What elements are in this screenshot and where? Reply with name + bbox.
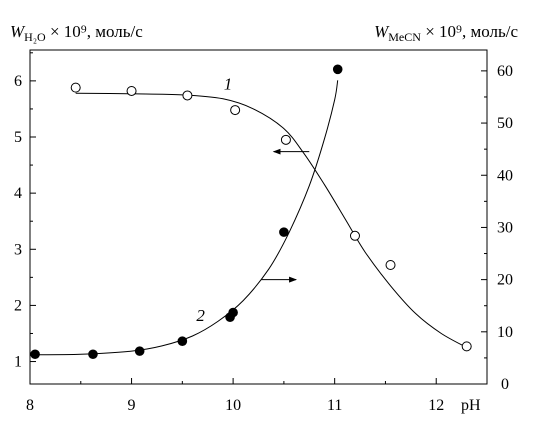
curve-label-2: 2: [196, 306, 205, 325]
right-y-tick-label: 10: [497, 324, 513, 341]
right-y-tick-label: 50: [497, 115, 513, 132]
series-1-point: [70, 82, 81, 93]
left-axis-title-main: W: [10, 22, 26, 41]
left-axis-title-rest: × 10⁹, моль/с: [46, 22, 144, 41]
series-1-point: [461, 341, 472, 352]
right-axis-title-main: W: [374, 22, 390, 41]
series-1-point: [230, 105, 241, 116]
right-axis-title-rest: × 10⁹, моль/с: [421, 22, 519, 41]
series-1-point: [280, 134, 291, 145]
x-tick-label: 10: [225, 397, 241, 414]
right-axis-title: WMeCN × 10⁹, моль/с: [374, 22, 518, 44]
left-axis-title-sub: H₂O: [24, 30, 46, 44]
right-y-tick-label: 60: [497, 63, 513, 80]
right-y-tick-label: 40: [497, 167, 513, 184]
left-y-tick-label: 4: [14, 185, 22, 202]
right-axis-title-sub: MeCN: [388, 30, 421, 44]
left-y-tick-label: 6: [14, 73, 22, 90]
series-2-point: [177, 336, 188, 347]
series-1-curve: [75, 92, 467, 348]
x-tick-label: 8: [26, 397, 34, 414]
right-y-tick-label: 30: [497, 219, 513, 236]
curve-label-1: 1: [224, 74, 233, 93]
left-y-tick-label: 3: [14, 241, 22, 258]
right-y-tick-label: 0: [501, 376, 509, 393]
series-2-point: [30, 349, 40, 360]
plot-frame: [29, 49, 488, 385]
left-y-tick-label: 2: [14, 297, 22, 314]
series-2-point: [332, 64, 343, 75]
series-2-curve: [29, 80, 339, 356]
series-2-point: [134, 346, 145, 356]
series-2-point: [279, 227, 289, 237]
x-tick-label: 11: [327, 397, 342, 414]
right-y-tick-label: 20: [497, 272, 513, 289]
series-1-point: [182, 90, 193, 101]
left-axis-title: WH₂O × 10⁹, моль/с: [10, 22, 143, 44]
left-y-tick-label: 1: [14, 354, 22, 371]
x-tick-label: 9: [128, 397, 136, 414]
series-1-point: [385, 259, 396, 270]
series-1-point: [126, 85, 137, 96]
annotations-layer: 12: [196, 74, 310, 325]
curves-layer: [29, 80, 467, 356]
x-tick-label: 12: [428, 397, 444, 414]
left-y-tick-label: 5: [14, 129, 22, 146]
series-2-point: [228, 307, 238, 318]
x-axis-label: pH: [461, 397, 481, 414]
points-layer: [30, 64, 472, 360]
series-2-point: [88, 349, 98, 360]
series-1-point: [349, 230, 360, 241]
